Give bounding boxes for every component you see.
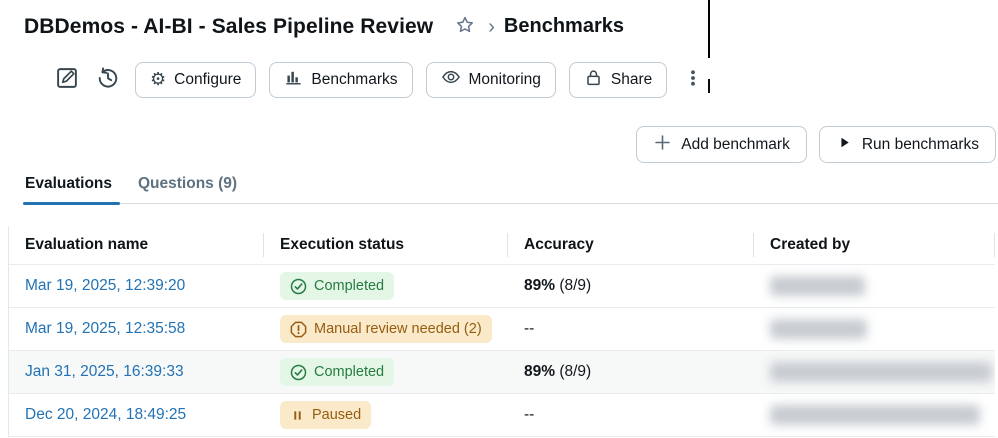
cursor-artifact-line — [708, 79, 710, 93]
breadcrumb: DBDemos - AI-BI - Sales Pipeline Review … — [24, 13, 624, 40]
share-button[interactable]: Share — [568, 61, 668, 98]
accuracy-fraction: (8/9) — [555, 363, 592, 380]
accuracy-cell: -- — [508, 394, 754, 436]
accuracy-percent: 89% — [524, 277, 556, 294]
bar-chart-icon — [284, 68, 303, 92]
accuracy-fraction: (8/9) — [555, 277, 592, 294]
evaluation-link[interactable]: Jan 31, 2025, 16:39:33 — [25, 363, 184, 380]
created-by-cell — [754, 351, 995, 393]
status-badge: Paused — [280, 401, 372, 429]
benchmark-actions: Add benchmark Run benchmarks — [636, 126, 996, 163]
accuracy-cell: 89% (8/9) — [508, 351, 754, 393]
evaluation-name-cell: Dec 20, 2024, 18:49:25 — [9, 394, 264, 436]
cursor-artifact-line — [708, 0, 710, 58]
edit-button[interactable] — [53, 64, 81, 95]
column-header-accuracy[interactable]: Accuracy — [508, 226, 754, 264]
star-icon — [455, 15, 475, 38]
status-badge-label: Completed — [314, 278, 385, 294]
column-header-created-by[interactable]: Created by — [754, 226, 995, 264]
accuracy-empty: -- — [524, 320, 535, 337]
tab-questions[interactable]: Questions (9) — [137, 173, 238, 203]
status-badge-label: Completed — [314, 364, 385, 380]
plus-icon — [653, 133, 672, 157]
status-badge: Manual review needed (2) — [280, 315, 492, 343]
table-row: Jan 31, 2025, 16:39:33 Completed 89% (8/9) — [9, 351, 995, 394]
evaluation-link[interactable]: Dec 20, 2024, 18:49:25 — [25, 406, 187, 423]
created-by-cell — [754, 265, 995, 307]
edit-icon — [55, 66, 79, 93]
share-button-label: Share — [610, 70, 653, 88]
execution-status-cell: Completed — [264, 351, 508, 393]
favorite-star-button[interactable] — [453, 13, 477, 40]
evaluation-link[interactable]: Mar 19, 2025, 12:39:20 — [25, 277, 186, 294]
active-tab-underline — [23, 202, 120, 205]
benchmarks-button[interactable]: Benchmarks — [269, 61, 413, 98]
table-header: Evaluation name Execution status Accurac… — [9, 226, 995, 265]
add-benchmark-button[interactable]: Add benchmark — [636, 126, 807, 163]
history-button[interactable] — [94, 64, 122, 95]
more-actions-button[interactable] — [681, 66, 705, 93]
pause-icon — [290, 408, 305, 423]
created-by-cell — [754, 394, 995, 436]
accuracy-cell: -- — [508, 308, 754, 350]
status-badge-label: Manual review needed (2) — [314, 321, 482, 337]
accuracy-cell: 89% (8/9) — [508, 265, 754, 307]
redacted-username — [770, 405, 980, 425]
tab-questions-label: Questions (9) — [138, 175, 238, 192]
execution-status-cell: Manual review needed (2) — [264, 308, 508, 350]
status-badge: Completed — [280, 272, 395, 300]
check-circle-icon — [290, 278, 307, 295]
redacted-username — [770, 276, 865, 296]
table-row: Dec 20, 2024, 18:49:25 Paused -- — [9, 394, 995, 437]
status-badge: Completed — [280, 358, 395, 386]
run-benchmarks-button[interactable]: Run benchmarks — [818, 126, 996, 163]
accuracy-percent: 89% — [524, 363, 556, 380]
accuracy-empty: -- — [524, 406, 535, 423]
run-benchmarks-label: Run benchmarks — [861, 135, 979, 153]
tab-evaluations[interactable]: Evaluations — [23, 173, 120, 205]
evaluation-name-cell: Mar 19, 2025, 12:35:58 — [9, 308, 264, 350]
evaluation-name-cell: Mar 19, 2025, 12:39:20 — [9, 265, 264, 307]
play-icon — [836, 134, 853, 156]
monitoring-button[interactable]: Monitoring — [425, 61, 556, 98]
breadcrumb-current: Benchmarks — [503, 15, 624, 37]
configure-button[interactable]: ⚙ Configure — [135, 61, 257, 98]
configure-button-label: Configure — [174, 70, 242, 88]
redacted-username — [770, 319, 867, 339]
benchmarks-button-label: Benchmarks — [311, 70, 398, 88]
table-row: Mar 19, 2025, 12:39:20 Completed 89% (8/9) — [9, 265, 995, 308]
eye-icon — [441, 67, 461, 92]
tab-bar: Evaluations Questions (9) — [23, 173, 998, 205]
chevron-right-icon: › — [488, 15, 495, 38]
evaluation-link[interactable]: Mar 19, 2025, 12:35:58 — [25, 320, 186, 337]
monitoring-button-label: Monitoring — [468, 70, 541, 88]
table-body: Mar 19, 2025, 12:39:20 Completed 89% (8/9)… — [9, 265, 995, 437]
lock-icon — [584, 68, 603, 92]
execution-status-cell: Completed — [264, 265, 508, 307]
page-title: DBDemos - AI-BI - Sales Pipeline Review — [24, 14, 434, 38]
table-row: Mar 19, 2025, 12:35:58 Manual review need… — [9, 308, 995, 351]
evaluations-table: Evaluation name Execution status Accurac… — [8, 226, 995, 437]
gear-icon: ⚙ — [150, 68, 167, 90]
toolbar: ⚙ Configure Benchmarks Monitoring Share — [53, 61, 705, 98]
status-badge-label: Paused — [312, 407, 362, 423]
tab-evaluations-label: Evaluations — [25, 175, 112, 192]
column-header-execution-status[interactable]: Execution status — [264, 226, 508, 264]
kebab-menu-icon — [683, 68, 703, 91]
alert-octagon-icon — [290, 321, 307, 338]
column-header-evaluation-name[interactable]: Evaluation name — [9, 226, 264, 264]
history-icon — [96, 66, 120, 93]
check-circle-icon — [290, 364, 307, 381]
execution-status-cell: Paused — [264, 394, 508, 436]
add-benchmark-label: Add benchmark — [681, 135, 790, 153]
redacted-username — [770, 362, 992, 382]
created-by-cell — [754, 308, 995, 350]
evaluation-name-cell: Jan 31, 2025, 16:39:33 — [9, 351, 264, 393]
